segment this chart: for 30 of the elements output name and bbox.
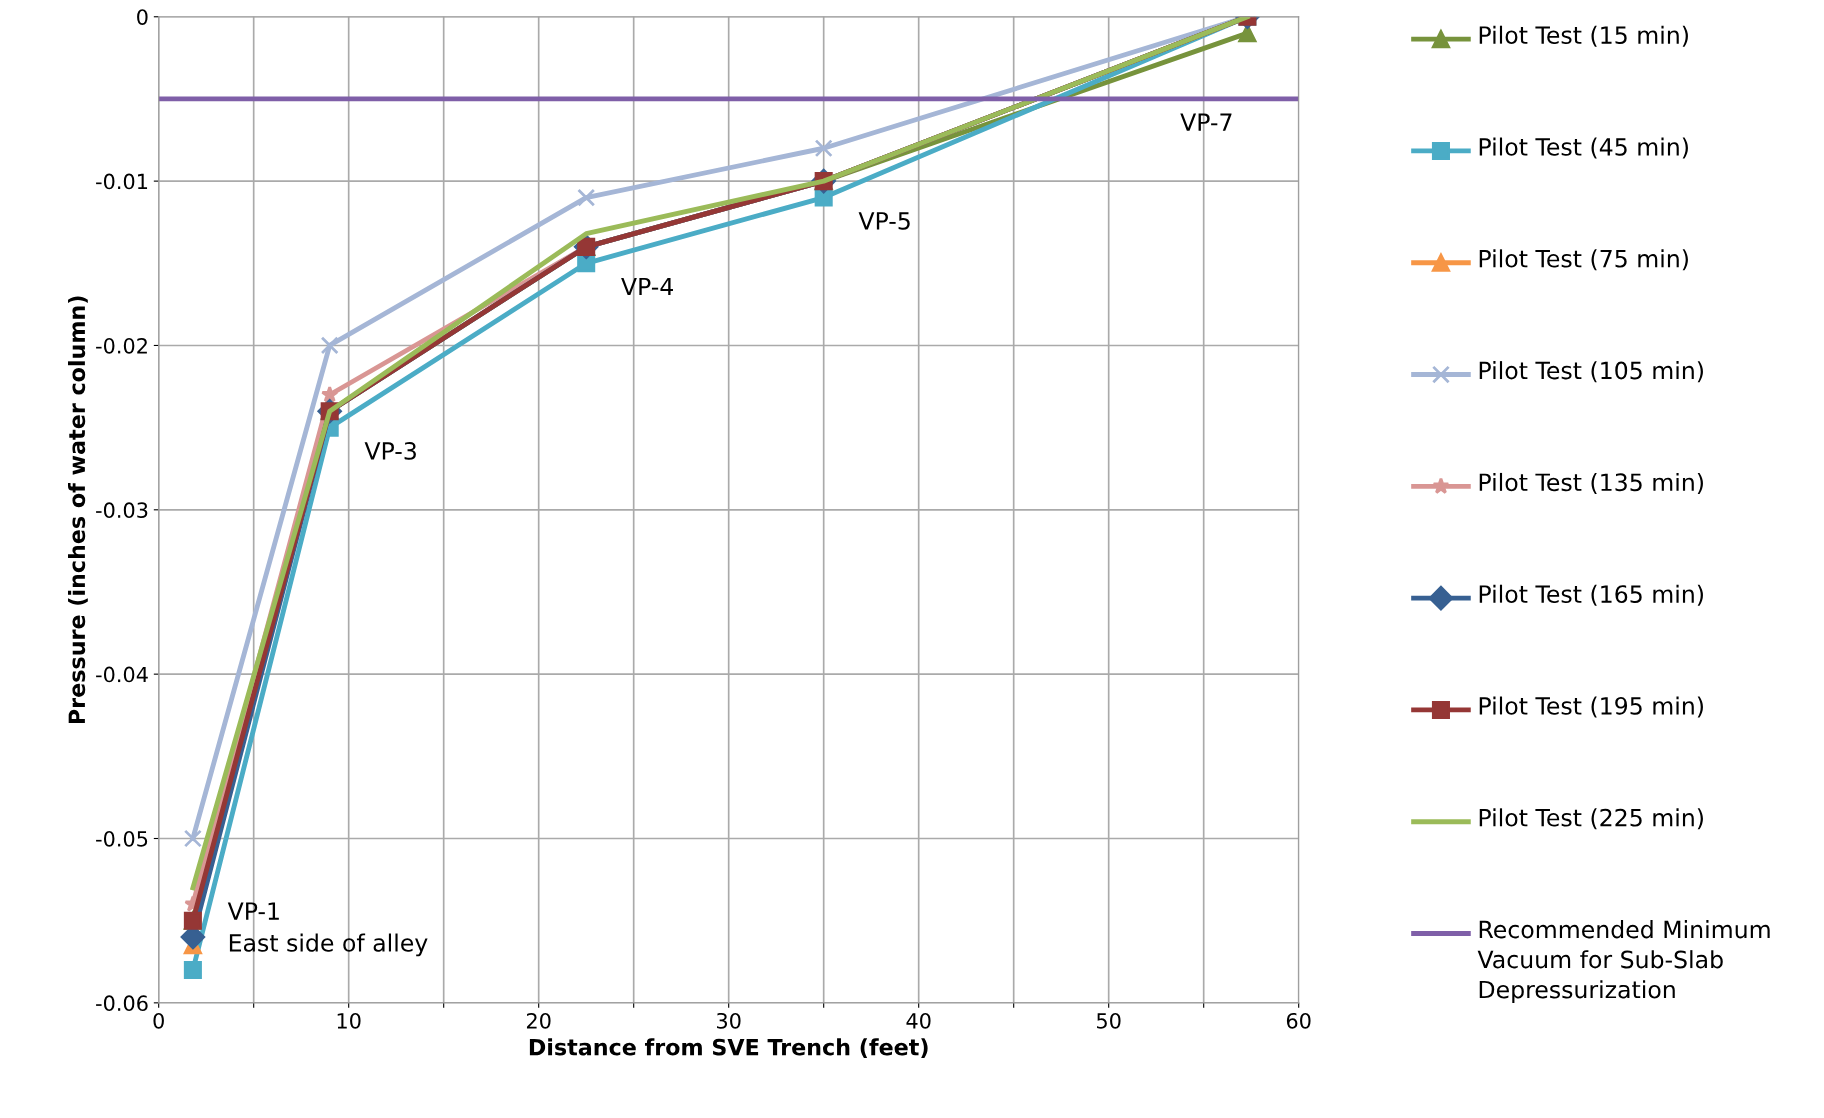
legend-label: Pilot Test (45 min) — [1479, 137, 1688, 159]
y-tick-label: 0 — [137, 9, 148, 25]
legend-label: Pilot Test (75 min) — [1479, 249, 1688, 271]
y-tick-label: -0.02 — [96, 337, 147, 354]
annotation: VP-5 — [858, 212, 910, 230]
x-tick-label: 30 — [717, 1012, 741, 1029]
x-axis-title: Distance from SVE Trench (feet) — [529, 1038, 928, 1059]
annotation: VP-7 — [1180, 113, 1232, 131]
x-tick-label: 40 — [906, 1012, 931, 1029]
legend-label: Pilot Test (15 min) — [1479, 25, 1688, 47]
x-tick-label: 50 — [1097, 1012, 1121, 1029]
legend-label: Pilot Test (105 min) — [1479, 361, 1703, 383]
y-axis-title: Pressure (inches of water column) — [68, 296, 88, 724]
annotation: VP-1 East side of alley — [227, 902, 428, 957]
annotation: VP-4 — [621, 277, 673, 296]
y-tick-label: -0.01 — [96, 173, 148, 190]
y-tick-label: -0.04 — [96, 666, 148, 683]
x-tick-label: 10 — [337, 1012, 361, 1029]
x-tick-label: 0 — [153, 1012, 164, 1029]
legend-label: Pilot Test (225 min) — [1479, 808, 1703, 830]
y-tick-label: -0.05 — [96, 830, 148, 847]
legend-label: Recommended Minimum Vacuum for Sub-Slab Depressurization — [1477, 920, 1770, 1004]
legend-label: Pilot Test (135 min) — [1479, 472, 1703, 494]
x-tick-label: 20 — [526, 1012, 551, 1029]
legend-label: Pilot Test (195 min) — [1479, 696, 1703, 718]
x-tick-label: 60 — [1286, 1012, 1311, 1029]
annotation: VP-3 — [364, 441, 416, 460]
legend-label: Pilot Test (165 min) — [1479, 584, 1703, 606]
y-tick-label: -0.03 — [96, 502, 148, 519]
y-tick-label: -0.06 — [96, 995, 148, 1012]
